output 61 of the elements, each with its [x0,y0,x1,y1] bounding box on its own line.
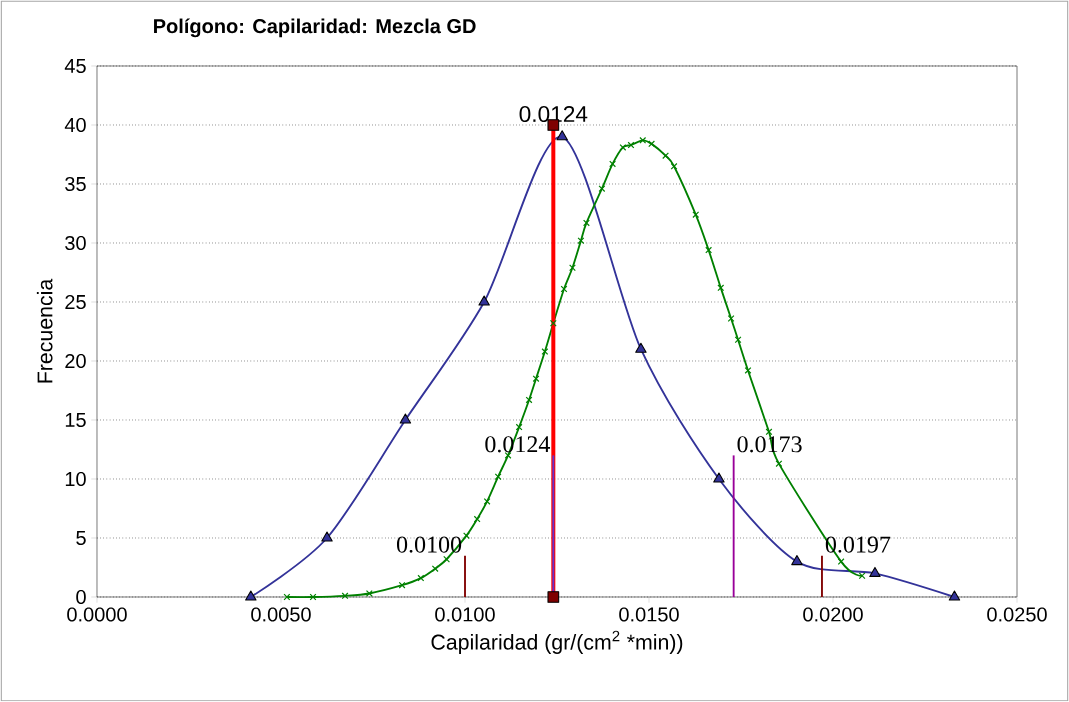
point [532,375,540,383]
point [609,160,617,168]
chart-title: Polígono: Capilaridad: Mezcla GD [154,18,476,38]
point [494,473,502,481]
x-tick-label: 0.0100 [435,607,495,622]
x-tick-label: 0.0000 [67,607,127,622]
point [365,590,373,597]
point [869,566,881,577]
point [705,246,713,254]
point [245,590,257,601]
point [283,593,291,601]
point [670,162,678,170]
point [837,558,845,566]
point [431,565,439,573]
point [775,460,783,468]
y-tick-label: 35 [65,176,86,192]
point [662,152,669,160]
point [598,185,606,193]
annotation: 0.0100 [396,536,462,553]
annotation: 0.0124 [519,106,588,123]
point [583,219,590,227]
y-axis-title: Frecuencia [36,278,53,383]
point [744,367,752,374]
y-tick-label: 10 [65,471,86,487]
point [765,428,773,436]
point [692,211,700,219]
y-tick-label: 45 [64,59,86,73]
y-tick-label: 30 [65,235,86,251]
point [483,497,491,505]
point [648,140,656,148]
point [619,143,627,151]
point [443,555,451,563]
point [549,319,557,327]
y-tick-label: 5 [76,531,86,545]
y-tick-label: 20 [65,353,86,369]
x-tick-label: 0.0200 [803,607,863,622]
y-tick-label: 25 [65,294,86,310]
point [541,348,549,355]
y-tick-label: 40 [64,117,86,133]
point [727,315,735,322]
point [577,237,585,245]
point [734,336,742,344]
point [858,572,866,580]
point [398,581,406,589]
point [321,531,333,542]
point [569,264,576,272]
point [713,472,725,483]
x-tick-label: 0.0150 [619,607,679,622]
point [399,413,412,424]
x-tick-label: 0.0050 [251,607,311,622]
point [556,130,568,141]
point [948,590,961,601]
point [478,295,490,306]
x-axis-title: Capilaridad (gr/(cm$^{2}$ *min)) [431,630,683,654]
point [635,342,647,353]
point [341,592,349,600]
x-tick-label: 0.0250 [987,607,1047,622]
point [791,555,803,566]
y-tick-label: 0 [76,589,86,605]
y-tick-label: 15 [65,413,86,427]
point [463,532,470,540]
